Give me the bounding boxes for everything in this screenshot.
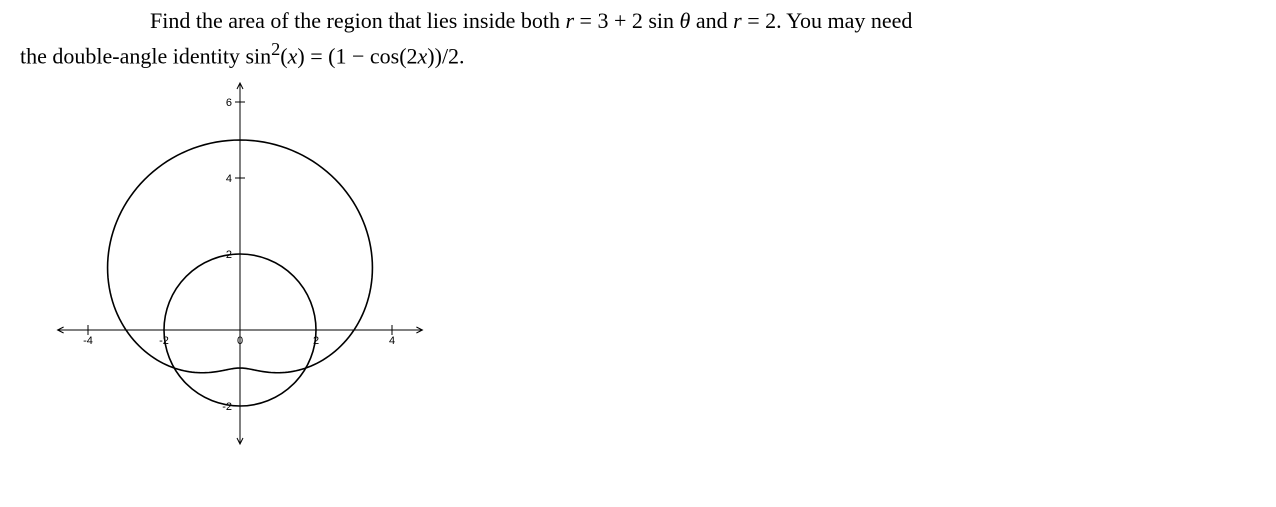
chart-svg: -4-2024-2246 <box>40 80 460 450</box>
identity-arg: (x) <box>280 43 304 68</box>
identity-eq: = <box>305 43 328 68</box>
eq1-equals: = <box>574 8 597 33</box>
problem-statement: Find the area of the region that lies in… <box>20 6 1256 72</box>
eq2-var-r: r <box>733 8 742 33</box>
problem-mid: and <box>690 8 733 33</box>
eq1-theta: θ <box>680 8 691 33</box>
identity-sin: sin <box>245 43 271 68</box>
svg-text:0: 0 <box>237 335 243 347</box>
eq1-rhs: 3 + 2 sin <box>597 8 679 33</box>
eq2-rhs: 2 <box>765 8 776 33</box>
polar-chart: -4-2024-2246 <box>40 80 460 450</box>
identity-sq: 2 <box>271 39 280 59</box>
svg-text:4: 4 <box>226 173 232 185</box>
eq2-equals: = <box>742 8 765 33</box>
page: Find the area of the region that lies in… <box>0 0 1276 507</box>
eq1-var-r: r <box>565 8 574 33</box>
svg-text:-2: -2 <box>222 401 232 413</box>
svg-text:6: 6 <box>226 97 232 109</box>
problem-line1-prefix: Find the area of the region that lies in… <box>150 8 565 33</box>
svg-text:4: 4 <box>389 335 395 347</box>
identity-rhs: (1 − cos(2x))/2. <box>328 43 464 68</box>
problem-tail: . You may need <box>776 8 912 33</box>
problem-line2-prefix: the double-angle identity <box>20 43 245 68</box>
svg-text:-4: -4 <box>83 335 93 347</box>
